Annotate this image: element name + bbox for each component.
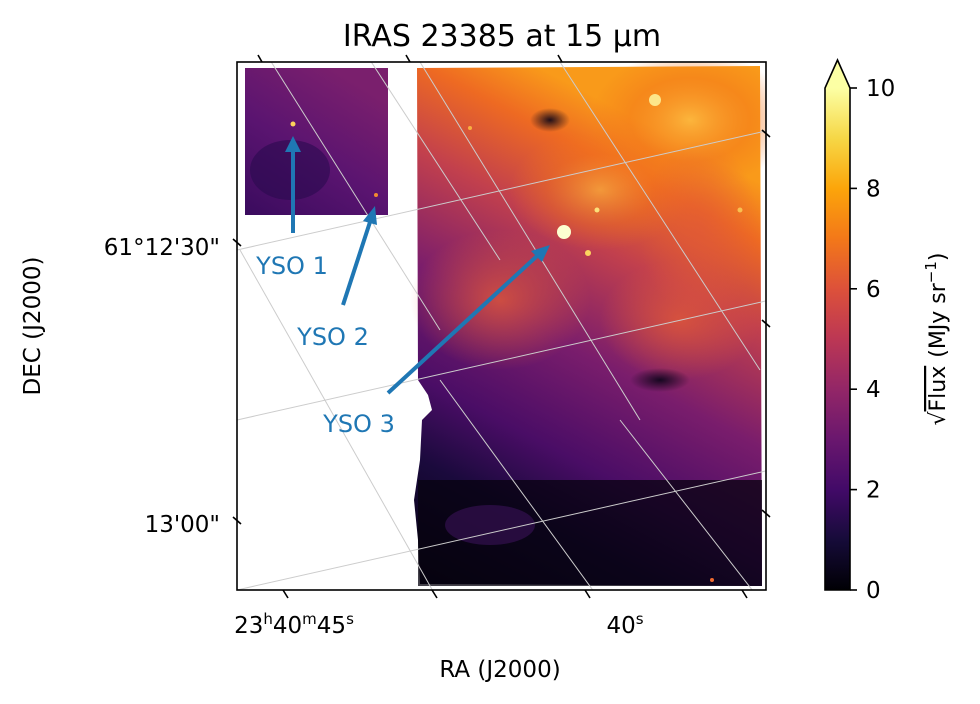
axis-ticks xyxy=(232,54,771,599)
colorbar-tick-label: 4 xyxy=(866,377,881,403)
colorbar-tick-label: 2 xyxy=(866,478,881,504)
coordinate-grid xyxy=(237,62,766,590)
point-source xyxy=(374,193,378,197)
colorbar-ticks: 0 2 4 6 8 10 xyxy=(850,76,895,604)
annotation-label: YSO 2 xyxy=(296,323,369,351)
point-source xyxy=(594,207,600,213)
chart-title: IRAS 23385 at 15 μm xyxy=(343,19,661,54)
arrow-yso-3 xyxy=(386,245,550,395)
image-area xyxy=(237,62,766,590)
colorbar-tick-label: 0 xyxy=(866,578,881,604)
axes-frame xyxy=(236,61,767,591)
colorbar: 0 2 4 6 8 10 √Flux(MJy sr−1) xyxy=(824,58,951,604)
point-source xyxy=(585,250,591,256)
y-tick-label: 13'00" xyxy=(145,512,220,538)
annotations xyxy=(285,136,550,395)
colorbar-gradient xyxy=(825,88,850,590)
point-source xyxy=(710,578,714,582)
point-source xyxy=(290,121,296,127)
y-axis-label: DEC (J2000) xyxy=(20,257,46,396)
point-source xyxy=(737,207,743,213)
arrow-yso-1 xyxy=(285,136,301,233)
annotation-label: YSO 3 xyxy=(322,410,395,438)
colorbar-label: √Flux(MJy sr−1) xyxy=(922,252,951,425)
colorbar-extend-arrow xyxy=(825,60,850,88)
y-tick-label: 61°12'30" xyxy=(104,235,220,261)
colorbar-tick-label: 6 xyxy=(866,277,881,303)
colorbar-tick-label: 10 xyxy=(866,76,895,102)
point-source xyxy=(468,126,472,130)
annotation-label: YSO 1 xyxy=(255,252,328,280)
colorbar-outline xyxy=(824,58,851,591)
point-source xyxy=(557,225,571,239)
point-source xyxy=(649,94,661,106)
colorbar-tick-label: 8 xyxy=(866,176,881,202)
x-axis-label: RA (J2000) xyxy=(439,657,560,683)
x-tick-label: 23h40m45s xyxy=(234,610,354,639)
arrow-yso-2 xyxy=(341,206,377,306)
x-tick-label: 40s xyxy=(606,610,643,639)
